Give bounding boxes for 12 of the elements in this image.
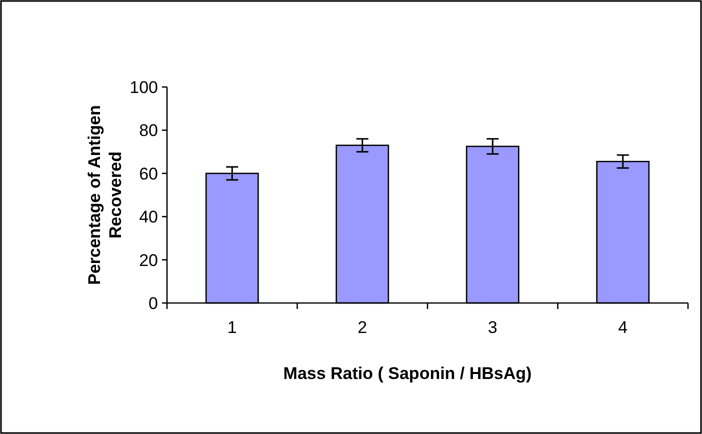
y-tick-label: 80 — [139, 121, 158, 140]
x-tick-label: 2 — [358, 318, 368, 337]
x-axis-title: Mass Ratio ( Saponin / HBsAg) — [283, 364, 532, 383]
x-tick-label: 1 — [227, 318, 237, 337]
x-tick-label: 3 — [488, 318, 498, 337]
y-tick-label: 40 — [139, 208, 158, 227]
y-tick-label: 60 — [139, 164, 158, 184]
y-tick-label: 0 — [148, 294, 158, 313]
y-axis-title: Percentage of Antigen Recovered — [85, 105, 125, 285]
y-tick-label: 100 — [130, 78, 158, 97]
y-tick-label: 20 — [139, 250, 158, 270]
x-tick-label: 4 — [618, 318, 628, 337]
